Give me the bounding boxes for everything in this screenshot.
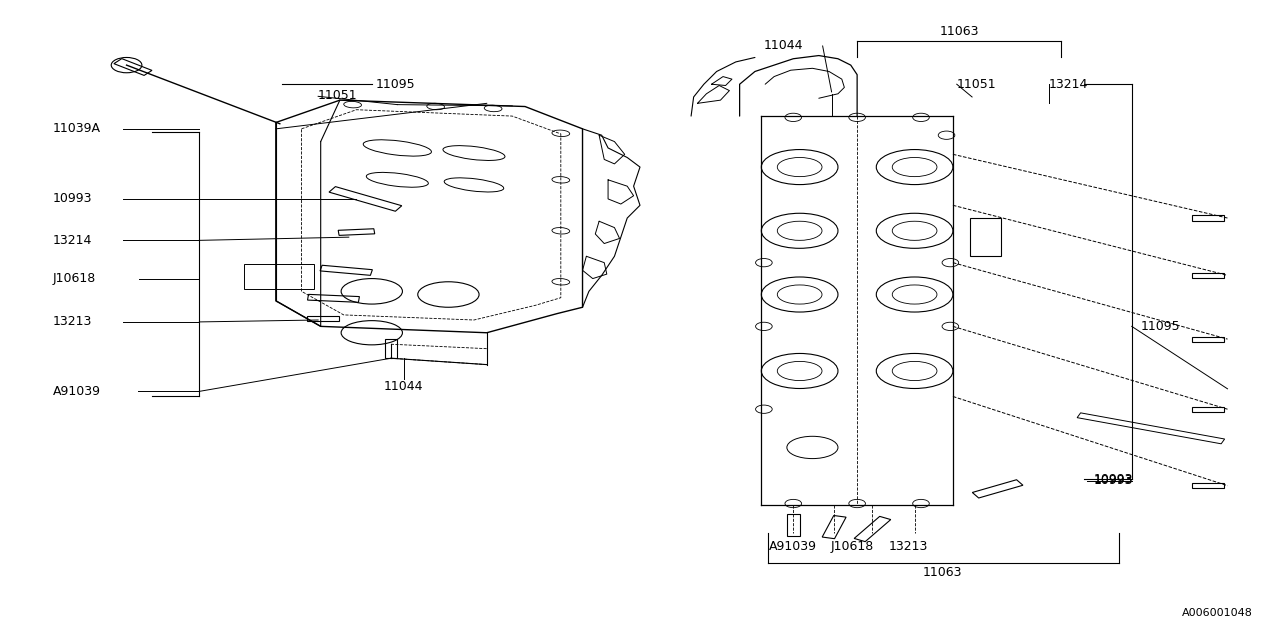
Bar — [244, 264, 315, 289]
Text: 13213: 13213 — [52, 316, 92, 328]
Bar — [1078, 413, 1225, 444]
Text: 13213: 13213 — [888, 540, 928, 553]
Text: A006001048: A006001048 — [1183, 608, 1253, 618]
Text: 11063: 11063 — [940, 26, 979, 38]
Bar — [320, 265, 372, 275]
Bar — [307, 294, 360, 302]
Bar — [338, 228, 375, 236]
Text: 11095: 11095 — [375, 77, 415, 91]
Text: 10993: 10993 — [52, 193, 92, 205]
Text: A91039: A91039 — [52, 385, 100, 398]
Text: 13214: 13214 — [1048, 77, 1088, 91]
Text: 11051: 11051 — [319, 88, 358, 102]
Text: 11044: 11044 — [763, 40, 803, 52]
Bar — [1193, 483, 1225, 488]
Text: J10618: J10618 — [831, 540, 874, 553]
Bar — [385, 339, 397, 358]
Text: 10993: 10993 — [1093, 473, 1133, 486]
Text: 11051: 11051 — [956, 77, 996, 91]
Text: 10993: 10993 — [1093, 474, 1133, 487]
Bar — [114, 59, 152, 76]
Text: 11039A: 11039A — [52, 122, 100, 135]
Bar — [969, 218, 1001, 256]
Text: 11095: 11095 — [1140, 320, 1180, 333]
Text: 13214: 13214 — [52, 234, 92, 247]
Text: 11044: 11044 — [384, 380, 424, 394]
Bar — [822, 515, 846, 539]
Bar — [1193, 216, 1225, 221]
Bar — [1193, 337, 1225, 342]
Text: J10618: J10618 — [52, 272, 96, 285]
Text: A91039: A91039 — [769, 540, 817, 553]
Bar — [1193, 406, 1225, 412]
Bar — [973, 480, 1023, 498]
Bar — [787, 514, 800, 536]
Bar — [329, 187, 402, 211]
Bar — [1193, 273, 1225, 278]
Bar — [854, 516, 891, 541]
Text: 11063: 11063 — [923, 566, 963, 579]
Bar — [307, 316, 339, 321]
